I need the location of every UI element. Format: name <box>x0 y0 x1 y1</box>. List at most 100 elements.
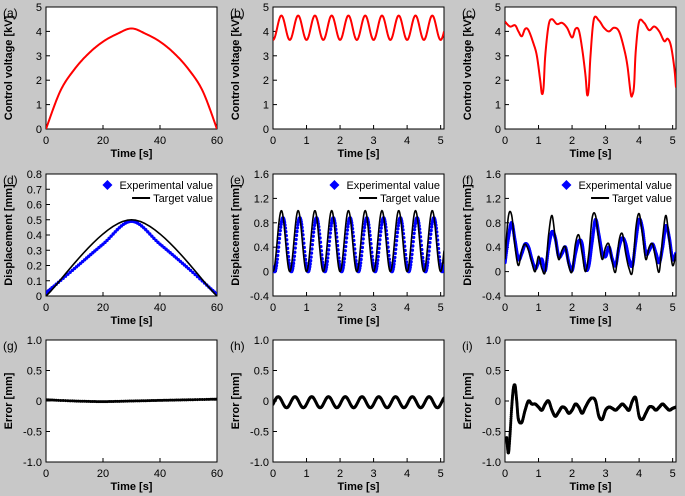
plot-area <box>45 173 218 297</box>
data-point <box>191 398 195 402</box>
data-point <box>144 228 148 232</box>
data-point <box>276 245 281 249</box>
plot-data <box>273 14 444 41</box>
y-tick-label: 1.0 <box>27 335 42 347</box>
panel-label: (e) <box>230 173 245 187</box>
data-point <box>509 419 513 423</box>
y-tick-label: 0.4 <box>254 242 269 254</box>
data-point <box>329 227 333 232</box>
y-tick-label: 5 <box>36 2 42 14</box>
x-tick-label: 60 <box>211 302 223 314</box>
data-point <box>200 397 204 401</box>
data-point <box>344 240 348 244</box>
legend-label: Experimental value <box>578 180 672 192</box>
data-point <box>427 249 431 253</box>
panel-a: (a) 0 1 2 3 4 5 0 20 40 60 Time [s] Control voltage … <box>3 2 223 160</box>
x-tick-label: 20 <box>97 468 109 480</box>
legend-marker <box>561 180 572 190</box>
data-point <box>146 230 150 234</box>
data-point <box>393 251 397 256</box>
x-axis-label: Time [s] <box>338 148 380 160</box>
legend-marker <box>102 180 113 190</box>
data-point <box>152 236 156 241</box>
x-tick-label: 4 <box>636 302 642 314</box>
data-point <box>56 398 60 402</box>
x-tick-label: 1 <box>535 468 541 480</box>
data-point <box>328 235 332 239</box>
y-axis-label: Error [mm] <box>3 372 15 429</box>
data-point <box>345 232 349 236</box>
y-tick-label: 0 <box>495 267 501 279</box>
data-point <box>193 398 197 402</box>
target-value-line <box>505 210 676 276</box>
plot-data <box>505 383 676 455</box>
data-point <box>278 228 282 233</box>
data-point <box>70 399 74 403</box>
data-point <box>66 399 70 403</box>
x-tick-label: 0 <box>270 135 276 147</box>
x-tick-label: 1 <box>303 468 309 480</box>
data-point <box>328 231 332 235</box>
data-point <box>344 236 349 240</box>
data-point <box>293 250 297 254</box>
x-axis-label: Time [s] <box>111 148 153 160</box>
x-tick-label: 5 <box>438 468 444 480</box>
x-tick-label: 2 <box>337 135 343 147</box>
x-tick-label: 5 <box>670 135 676 147</box>
legend-label: Target value <box>612 193 672 205</box>
data-point <box>276 249 280 254</box>
data-point <box>113 230 117 234</box>
data-point <box>148 232 152 236</box>
data-point <box>310 242 315 247</box>
x-tick-label: 3 <box>371 302 377 314</box>
x-tick-label: 5 <box>438 302 444 314</box>
y-tick-label: -0.5 <box>482 427 501 439</box>
data-point <box>361 233 366 237</box>
data-point <box>429 225 434 229</box>
y-tick-label: -0.5 <box>23 427 42 439</box>
y-tick-label: -1.0 <box>482 457 501 469</box>
data-point <box>59 398 63 402</box>
data-point <box>215 397 217 401</box>
data-point <box>442 396 444 400</box>
legend-label: Target value <box>153 193 213 205</box>
data-point <box>195 398 199 402</box>
data-point <box>429 232 433 236</box>
x-axis-label: Time [s] <box>338 481 380 493</box>
y-tick-label: 0.2 <box>27 261 42 273</box>
series-points <box>46 397 217 404</box>
x-tick-label: 3 <box>371 468 377 480</box>
data-point <box>309 255 313 259</box>
data-point <box>509 421 513 425</box>
data-point <box>361 241 365 245</box>
data-point <box>276 253 280 258</box>
x-tick-label: 0 <box>43 135 49 147</box>
x-tick-label: 2 <box>569 135 575 147</box>
x-tick-label: 4 <box>404 302 410 314</box>
y-tick-label: 0.5 <box>254 366 269 378</box>
data-point <box>377 242 382 246</box>
data-point <box>376 258 380 262</box>
y-tick-label: 3 <box>36 51 42 63</box>
y-tick-label: 0 <box>263 396 269 408</box>
data-point <box>311 230 316 234</box>
y-tick-label: 1.0 <box>486 335 501 347</box>
panel-h: (h) -1.0 -0.5 0 0.5 1.0 0 1 2 3 4 5 Time [s] Error [m… <box>230 335 445 493</box>
y-tick-label: 1 <box>263 100 269 112</box>
data-point <box>428 236 433 241</box>
data-point <box>312 223 317 228</box>
series-line <box>505 15 676 98</box>
y-tick-label: -1.0 <box>23 457 42 469</box>
series-line <box>46 27 217 129</box>
x-tick-label: 4 <box>404 468 410 480</box>
data-point <box>292 254 297 258</box>
panel-label: (d) <box>3 173 18 187</box>
x-tick-label: 5 <box>670 468 676 480</box>
data-point <box>412 227 417 232</box>
data-point <box>61 399 65 403</box>
y-tick-label: 5 <box>495 2 501 14</box>
y-tick-label: 0 <box>495 124 501 136</box>
